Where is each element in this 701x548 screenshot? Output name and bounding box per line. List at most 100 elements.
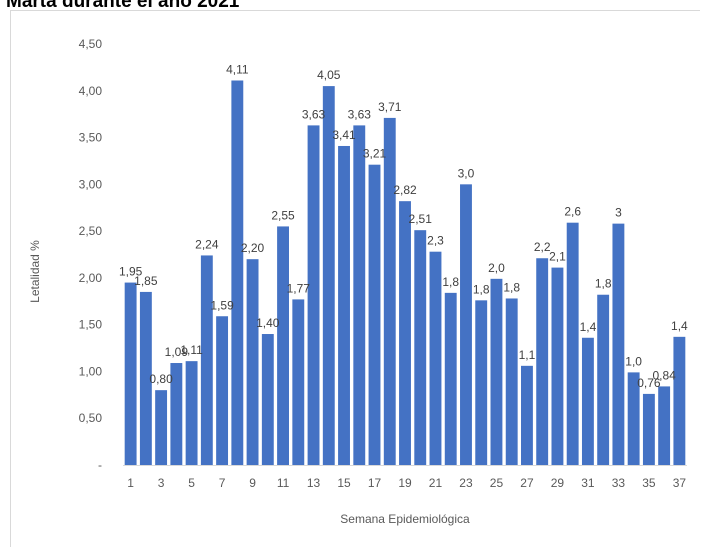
data-label-week-37: 1,4: [671, 319, 688, 333]
bar-week-4: [170, 363, 183, 465]
x-tick-label: 7: [219, 476, 226, 490]
data-label-week-20: 2,51: [409, 212, 433, 226]
y-tick-label: 3,00: [79, 177, 103, 191]
x-tick-label: 21: [429, 476, 443, 490]
data-label-week-23: 3,0: [458, 166, 475, 180]
data-label-week-36: 0,84: [652, 368, 676, 382]
x-tick-label: 9: [249, 476, 256, 490]
data-label-week-30: 2,6: [564, 205, 581, 219]
data-label-week-21: 2,3: [427, 234, 444, 248]
x-tick-label: 19: [398, 476, 412, 490]
data-label-week-16: 3,63: [348, 107, 372, 121]
bar-week-15: [338, 145, 350, 466]
bar-week-37: [673, 336, 686, 465]
y-tick-label: 2,50: [79, 224, 103, 238]
y-tick-label: 2,00: [79, 271, 103, 285]
bar-week-8: [231, 80, 244, 466]
bar-week-26: [505, 298, 518, 465]
bar-week-33: [612, 223, 625, 465]
y-tick-label: 0,50: [79, 411, 103, 425]
bar-week-3: [155, 390, 168, 465]
x-tick-label: 25: [490, 476, 504, 490]
data-label-week-11: 2,55: [271, 208, 295, 222]
x-tick-label: 23: [459, 476, 473, 490]
data-label-week-8: 4,11: [226, 62, 249, 76]
data-label-week-22: 1,8: [442, 275, 459, 289]
x-tick-label: 3: [158, 476, 165, 490]
x-tick-label: 15: [337, 476, 351, 490]
y-tick-label: 4,50: [79, 37, 103, 51]
bar-week-27: [521, 365, 533, 465]
bar-week-12: [292, 299, 305, 465]
bar-week-23: [460, 184, 472, 465]
bar-week-14: [322, 86, 335, 465]
bar-week-24: [475, 300, 488, 465]
bar-week-17: [368, 164, 381, 465]
x-tick-label: 31: [581, 476, 595, 490]
bar-week-7: [216, 316, 229, 465]
data-label-week-6: 2,24: [195, 237, 219, 251]
data-label-week-29: 2,1: [549, 250, 566, 264]
data-label-week-17: 3,21: [363, 147, 387, 161]
bar-week-16: [353, 125, 366, 465]
x-axis-title: Semana Epidemiológica: [340, 512, 470, 526]
bar-week-25: [490, 278, 503, 465]
data-label-week-9: 2,20: [241, 241, 265, 255]
data-label-week-34: 1,0: [625, 354, 642, 368]
bar-week-9: [246, 259, 259, 465]
data-label-week-10: 1,40: [256, 316, 280, 330]
bar-week-29: [551, 267, 564, 465]
bar-week-10: [261, 334, 274, 465]
data-label-week-2: 1,85: [134, 274, 158, 288]
bar-week-32: [597, 294, 610, 465]
data-label-week-33: 3: [615, 206, 622, 220]
y-tick-label: 3,50: [79, 131, 103, 145]
bars-series: [124, 80, 686, 466]
x-tick-label: 1: [127, 476, 134, 490]
data-label-week-24: 1,8: [473, 282, 490, 296]
data-labels: 1,951,850,801,091,112,241,594,112,201,40…: [119, 62, 688, 389]
bar-week-35: [642, 393, 655, 465]
y-tick-label: 1,50: [79, 318, 103, 332]
data-label-week-28: 2,2: [534, 240, 551, 254]
bar-week-6: [200, 255, 213, 465]
y-tick-label: 1,00: [79, 364, 103, 378]
x-tick-label: 5: [188, 476, 195, 490]
x-axis-tick-labels: 1 3 5 7 9 11 13 15 17 19 21 23 25 27 29 31 33 35 37: [127, 476, 686, 490]
bar-week-18: [383, 117, 396, 465]
x-tick-label: 27: [520, 476, 534, 490]
data-label-week-12: 1,77: [287, 281, 311, 295]
y-axis-title: Letalidad %: [28, 240, 42, 303]
bar-week-1: [124, 282, 137, 465]
x-tick-label: 11: [277, 476, 290, 490]
bar-week-30: [566, 222, 579, 465]
data-label-week-31: 1,4: [580, 320, 597, 334]
bar-week-34: [627, 372, 640, 465]
data-label-week-32: 1,8: [595, 277, 612, 291]
bar-week-20: [414, 230, 427, 465]
data-label-week-14: 4,05: [317, 68, 341, 82]
data-label-week-13: 3,63: [302, 107, 326, 121]
data-label-week-3: 0,80: [149, 372, 173, 386]
x-tick-label: 37: [673, 476, 687, 490]
data-label-week-25: 2,0: [488, 261, 505, 275]
data-label-week-5: 1,11: [180, 343, 203, 357]
data-label-week-27: 1,1: [519, 348, 536, 362]
chart-title: Marta durante el año 2021: [6, 0, 240, 12]
data-label-week-1: 1,95: [119, 265, 143, 279]
x-tick-label: 33: [612, 476, 626, 490]
bar-week-19: [399, 201, 411, 466]
x-tick-label: 13: [307, 476, 321, 490]
data-label-week-18: 3,71: [378, 100, 402, 114]
bar-week-2: [139, 291, 152, 465]
data-label-week-7: 1,59: [210, 298, 234, 312]
data-label-week-15: 3,41: [332, 128, 356, 142]
bar-week-21: [429, 251, 442, 465]
data-label-week-26: 1,8: [503, 280, 520, 294]
bar-week-22: [444, 292, 457, 465]
x-tick-label: 35: [642, 476, 656, 490]
bar-week-36: [658, 386, 671, 465]
y-axis-tick-labels: - 0,50 1,00 1,50 2,00 2,50 3,00 3,50 4,00 4,50: [79, 37, 103, 472]
